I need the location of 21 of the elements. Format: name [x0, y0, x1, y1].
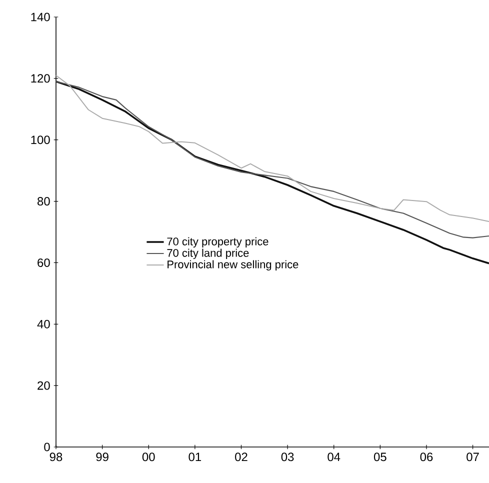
y-tick-label: 100 — [31, 136, 50, 144]
x-tick-label: 98 — [50, 452, 62, 462]
y-tick-label: 60 — [38, 258, 50, 267]
x-tick-label: 99 — [96, 452, 108, 462]
y-tick-label: 20 — [38, 381, 50, 390]
y-tick-label: 80 — [38, 197, 50, 206]
x-tick-label: 00 — [142, 452, 155, 462]
y-tick-label: 120 — [31, 74, 50, 83]
legend-label: 70 city land price — [167, 248, 249, 260]
x-tick-label: 05 — [374, 452, 386, 462]
y-tick-label: 140 — [31, 12, 50, 22]
y-tick-label: 0 — [44, 442, 50, 452]
legend-label: Provincial new selling price — [168, 260, 298, 270]
legend-label: 70 city property price — [167, 237, 268, 248]
x-tick-label: 03 — [281, 452, 294, 462]
x-tick-label: 02 — [235, 452, 248, 462]
x-tick-label: 06 — [420, 452, 433, 462]
y-tick-label: 40 — [37, 320, 50, 328]
x-tick-label: 07 — [466, 452, 479, 462]
x-tick-label: 01 — [188, 452, 202, 462]
x-tick-label: 04 — [328, 452, 340, 462]
